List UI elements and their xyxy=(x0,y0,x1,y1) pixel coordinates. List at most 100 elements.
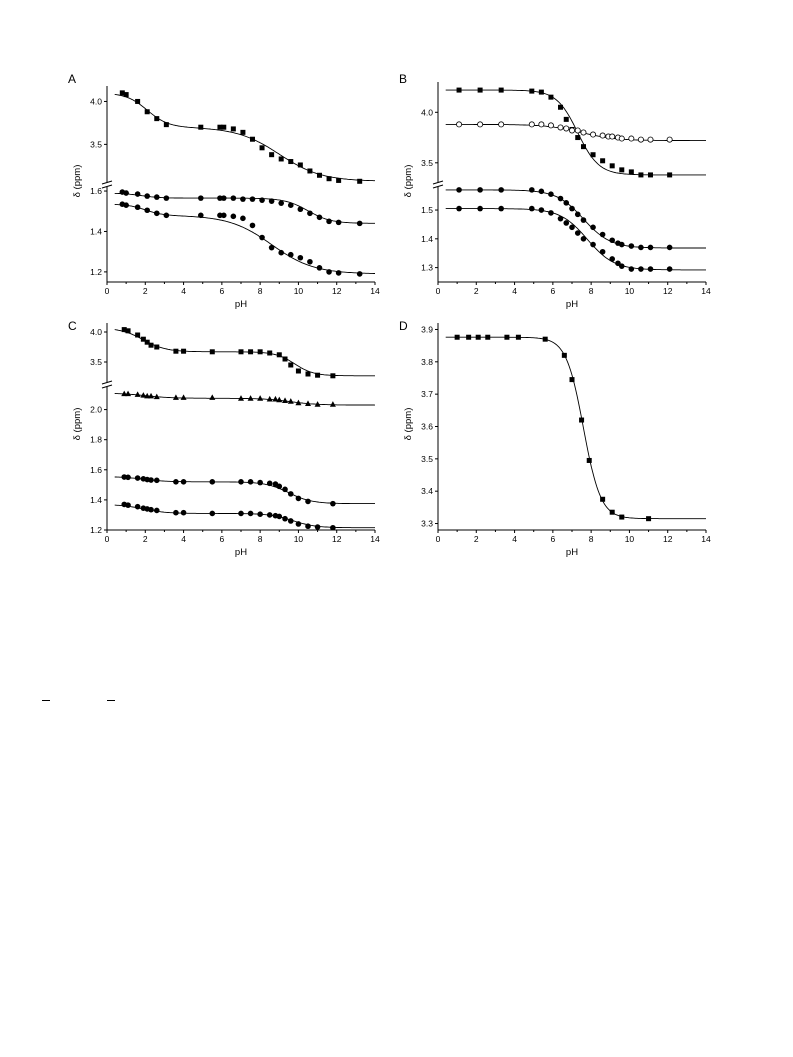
panel-b-series-3-point xyxy=(638,244,644,251)
panel-c-series-1-point xyxy=(288,362,294,368)
panel-c-x-tick-label: 2 xyxy=(143,534,148,544)
panel-b-series-2-point xyxy=(599,132,606,139)
panel-c-series-3-point xyxy=(287,491,294,497)
stray-dash-left xyxy=(42,700,50,701)
panel-a-series-1-point xyxy=(288,159,294,165)
panel-b-series-4-point xyxy=(569,224,575,231)
panel-b-series-4-point xyxy=(557,215,564,222)
panel-a-x-tick-label: 14 xyxy=(370,286,380,296)
panel-c-series-1-point xyxy=(248,349,254,355)
panel-b-series-1-point xyxy=(558,104,564,110)
panel-c-series-4-point xyxy=(330,524,336,531)
panel-d-series-1-point xyxy=(466,334,472,340)
panel-c-series-3-point xyxy=(153,477,160,484)
panel-a-series-1-point xyxy=(357,178,363,184)
panel-d-series-1-point xyxy=(646,516,652,522)
panel-a-series-3-point xyxy=(307,258,313,265)
panel-a-series-1-point xyxy=(240,129,246,135)
panel-c-series-2-point xyxy=(238,395,244,401)
panel-c-series-4-point xyxy=(173,509,179,516)
panel-b-series-1-point xyxy=(628,169,634,175)
panel-a-series-3-point xyxy=(326,269,332,275)
panel-b-x-tick-label: 12 xyxy=(663,286,673,296)
panel-b-series-1-point xyxy=(619,167,625,173)
panel-d-x-tick-label: 10 xyxy=(625,534,635,544)
panel-b-series-2-point xyxy=(580,129,587,136)
panel-c-series-2-point xyxy=(125,390,132,397)
panel-a-series-3-point xyxy=(335,270,342,276)
panel-c-series-2-fit-line xyxy=(114,393,376,406)
panel-a-series-1-fit-line xyxy=(114,93,375,182)
panel-a-series-2-point xyxy=(153,194,160,200)
panel-b-series-1-point xyxy=(563,116,569,122)
panel-c-series-2-point xyxy=(153,393,160,400)
panel-b-x-tick-label: 6 xyxy=(550,286,555,296)
panel-b-series-4-point xyxy=(628,266,635,272)
panel-b-series-4-point xyxy=(618,263,625,269)
panel-b-y-label: δ (ppm) xyxy=(403,165,414,198)
panel-c-axis-break-mark xyxy=(101,384,113,389)
panel-c-series-2-point xyxy=(266,395,273,402)
panel-c-series-3-point xyxy=(282,486,288,493)
panel-b-series-2-point xyxy=(637,136,644,143)
panel-a-series-3-point xyxy=(268,244,275,251)
panel-b-series-2-point xyxy=(456,121,463,128)
panel-b-series-3-point xyxy=(548,191,554,197)
panel-a-x-label: pH xyxy=(235,299,247,310)
panel-c-series-4-point xyxy=(282,515,288,522)
panel-c-series-1-fit-line xyxy=(114,329,375,377)
panel-d-series-1-point xyxy=(579,417,585,423)
panel-c-series-4-point xyxy=(305,523,311,530)
panel-c-series-1-point xyxy=(154,344,160,350)
panel-b-series-3-point xyxy=(456,187,462,193)
panel-c-series-3-point xyxy=(276,483,283,490)
panel-a-series-3-fit-line xyxy=(114,204,375,274)
panel-b-series-2-point xyxy=(563,125,570,132)
panel-b-series-3-point xyxy=(569,205,575,212)
panel-b-series-4-point xyxy=(580,236,587,242)
panel-c-series-2-point xyxy=(287,398,294,404)
panel-b-y-tick-label: 4.0 xyxy=(421,107,433,117)
panel-a-x-tick-label: 4 xyxy=(181,286,186,296)
panel-c-series-1-point xyxy=(330,373,336,379)
panel-b-series-2-point xyxy=(569,127,576,134)
panel-b-series-2-point xyxy=(666,136,673,143)
panel-a-series-3-point xyxy=(278,249,285,256)
panel-a-x-tick-label: 2 xyxy=(143,286,148,296)
panel-a-series-2-point xyxy=(307,210,313,217)
panel-c-series-4-point xyxy=(134,503,141,510)
panel-c-series-1-point xyxy=(144,339,150,345)
panel-a-series-1-point xyxy=(221,124,227,130)
panel-a-series-1-point xyxy=(297,162,303,168)
panel-b-series-4-point xyxy=(498,205,504,212)
panel-c-series-4-point xyxy=(180,509,187,516)
panel-a-axis-break-mark xyxy=(101,180,113,185)
panel-c-y-tick-label: 2.0 xyxy=(90,405,102,415)
panel-a-series-1-point xyxy=(163,122,169,128)
panel-a-x-tick-label: 8 xyxy=(258,286,263,296)
panel-b-series-2-point xyxy=(647,136,654,143)
panel-b-series-3-point xyxy=(557,195,564,202)
panel-c-series-4-point xyxy=(148,506,154,513)
panel-b-series-4-point xyxy=(599,248,606,255)
panel-b-series-4-point xyxy=(529,205,535,212)
panel-c-series-3-point xyxy=(173,479,179,485)
panel-c-series-4-point xyxy=(295,521,302,527)
panel-a-series-2-point xyxy=(123,190,129,196)
panel-b-y-tick-label: 1.5 xyxy=(421,205,433,215)
panel-a-series-2-point xyxy=(217,195,223,201)
panel-c-series-1-point xyxy=(276,352,282,358)
panel-a-series-1-point xyxy=(119,90,125,96)
panel-c-series-2-point xyxy=(257,395,264,401)
panel-d-x-tick-label: 0 xyxy=(436,534,441,544)
panel-c-series-4-point xyxy=(276,513,283,520)
panel-c-series-2-point xyxy=(272,395,279,402)
panel-a-y-label: δ (ppm) xyxy=(72,165,83,198)
panel-b-series-4-point xyxy=(548,210,554,216)
panel-a-series-1-point xyxy=(154,116,160,122)
panel-a: A 0 2 4 6 8 10 12 14 pH 3.5 4.0 1.2 1.4 1.6 δ (ppm) xyxy=(68,72,380,310)
panel-d-x-tick-label: 6 xyxy=(550,534,555,544)
panel-d-letter: D xyxy=(399,319,408,333)
panel-c-y-tick-label: 3.5 xyxy=(90,357,102,367)
